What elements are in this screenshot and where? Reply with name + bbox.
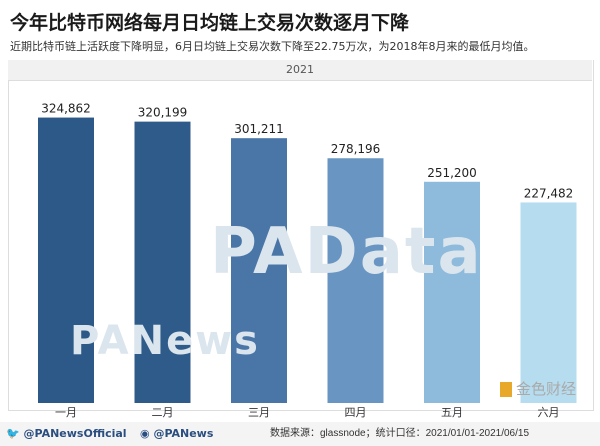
bar-5 [424,181,480,403]
footer: 🐦 @PANewsOfficial ◉ @PANews 数据来源：glassno… [0,422,600,446]
year-header: 2021 [8,60,592,81]
x-tick-label: 五月 [441,406,463,419]
twitter-handle[interactable]: 🐦 @PANewsOfficial [6,427,127,440]
weibo-handle[interactable]: ◉ @PANews [140,427,214,440]
bar-3 [231,138,287,403]
jinse-logo: 金色财经 [500,378,576,399]
data-label: 301,211 [234,122,284,136]
x-tick-label: 一月 [55,406,77,419]
x-tick-label: 六月 [538,406,560,419]
logo-text: 金色财经 [516,380,577,398]
bar-4 [327,158,384,403]
data-label: 320,199 [138,106,188,120]
x-tick-label: 二月 [152,406,174,419]
watermark-panews: PANews [70,318,260,364]
data-label: 251,200 [427,166,477,180]
twitter-label: @PANewsOfficial [23,427,127,440]
data-label: 324,862 [41,102,91,116]
chart-subtitle: 近期比特币链上活跃度下降明显，6月日均链上交易次数下降至22.75万次，为201… [10,40,535,53]
chart-title: 今年比特币网络每月日均链上交易次数逐月下降 [10,12,410,34]
bar-6 [520,202,577,403]
x-tick-label: 四月 [345,406,367,419]
data-source: 数据来源：glassnode；统计口径：2021/01/01-2021/06/1… [270,428,530,439]
watermark-padata: PAData [210,215,483,289]
chart-frame [8,60,594,411]
bar-1 [38,117,94,403]
weibo-label: @PANews [153,427,214,440]
data-label: 278,196 [331,142,381,156]
bar-2 [134,121,191,403]
x-tick-label: 三月 [248,406,270,419]
data-label: 227,482 [524,186,574,200]
